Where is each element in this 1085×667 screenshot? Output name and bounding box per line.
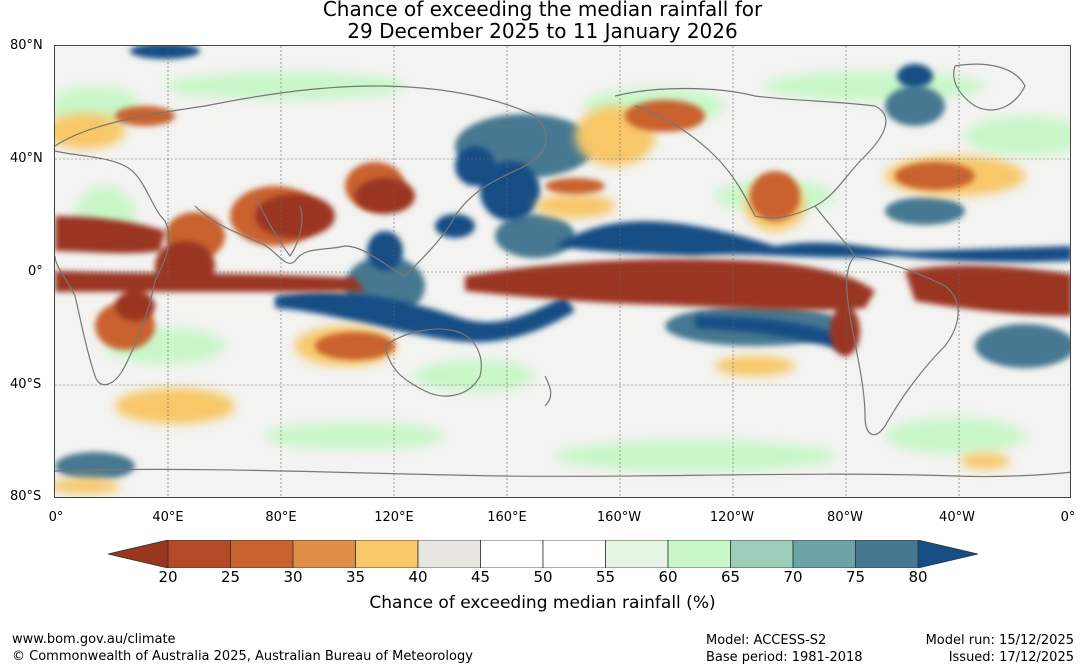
- colorbar-cell: [792, 540, 856, 568]
- colorbar-over-arrow: [917, 540, 978, 568]
- lon-label-160e: 160°E: [487, 510, 527, 525]
- lon-label-80e: 80°E: [265, 510, 297, 525]
- colorbar-tick: 60: [658, 568, 678, 586]
- colorbar-cell: [167, 540, 231, 568]
- footer-base-period: Base period: 1981-2018: [706, 650, 863, 665]
- colorbar-tick: 80: [908, 568, 928, 586]
- colorbar-cell: [417, 540, 481, 568]
- lon-label-0-left: 0°: [48, 510, 64, 525]
- colorbar-cell: [605, 540, 669, 568]
- colorbar-tick: 65: [720, 568, 741, 586]
- colorbar-tick: 70: [783, 568, 803, 586]
- footer-dates: Model run: 15/12/2025 Issued: 17/12/2025: [926, 632, 1074, 666]
- footer-url[interactable]: www.bom.gov.au/climate: [12, 632, 176, 647]
- colorbar-tick: 25: [220, 568, 241, 586]
- colorbar-cell: [730, 540, 794, 568]
- footer-issued: Issued: 17/12/2025: [948, 650, 1074, 665]
- lat-label-40s: 40°S: [10, 377, 42, 392]
- footer-model: Model: ACCESS-S2: [706, 633, 827, 648]
- lon-label-40w: 40°W: [939, 510, 975, 525]
- lon-label-0-right: 0°: [1060, 510, 1076, 525]
- probability-fields: [55, 46, 1070, 494]
- colorbar-cell: [542, 540, 606, 568]
- lon-label-120e: 120°E: [374, 510, 414, 525]
- chart-title-line-1: Chance of exceeding the median rainfall …: [322, 0, 763, 21]
- footer-model-info: Model: ACCESS-S2 Base period: 1981-2018: [706, 632, 863, 666]
- lon-label-160w: 160°W: [596, 510, 642, 525]
- colorbar-cell: [230, 540, 294, 568]
- colorbar-tick: 35: [345, 568, 366, 586]
- lat-label-80s: 80°S: [10, 489, 42, 504]
- colorbar: [108, 540, 978, 568]
- map-svg: [55, 46, 1070, 497]
- colorbar-tick: 40: [408, 568, 428, 586]
- colorbar-tick: 30: [283, 568, 303, 586]
- colorbar-cell: [292, 540, 356, 568]
- colorbar-cell: [355, 540, 419, 568]
- rainfall-probability-map: [54, 45, 1071, 498]
- lat-label-80n: 80°N: [10, 38, 43, 53]
- chart-title-line-2: 29 December 2025 to 11 January 2026: [347, 19, 738, 43]
- footer-left: www.bom.gov.au/climate © Commonwealth of…: [12, 631, 473, 665]
- colorbar-tick: 20: [158, 568, 178, 586]
- colorbar-tick: 55: [595, 568, 616, 586]
- footer-model-run: Model run: 15/12/2025: [925, 633, 1074, 648]
- colorbar-tick: 45: [470, 568, 491, 586]
- footer-copyright: © Commonwealth of Australia 2025, Austra…: [12, 649, 473, 664]
- colorbar-cell: [855, 540, 919, 568]
- lon-label-120w: 120°W: [709, 510, 755, 525]
- colorbar-tick: 75: [845, 568, 866, 586]
- graticule: [55, 46, 1070, 497]
- lat-label-40n: 40°N: [10, 151, 43, 166]
- colorbar-under-arrow: [108, 540, 169, 568]
- lon-label-40e: 40°E: [152, 510, 184, 525]
- colorbar-cell: [480, 540, 544, 568]
- colorbar-cell: [667, 540, 731, 568]
- coastlines: [55, 63, 1070, 478]
- colorbar-label: Chance of exceeding median rainfall (%): [369, 593, 716, 613]
- colorbar-tick: 50: [533, 568, 553, 586]
- lat-label-equator: 0°: [28, 264, 43, 279]
- lon-label-80w: 80°W: [827, 510, 863, 525]
- colorbar-cells: [167, 540, 919, 568]
